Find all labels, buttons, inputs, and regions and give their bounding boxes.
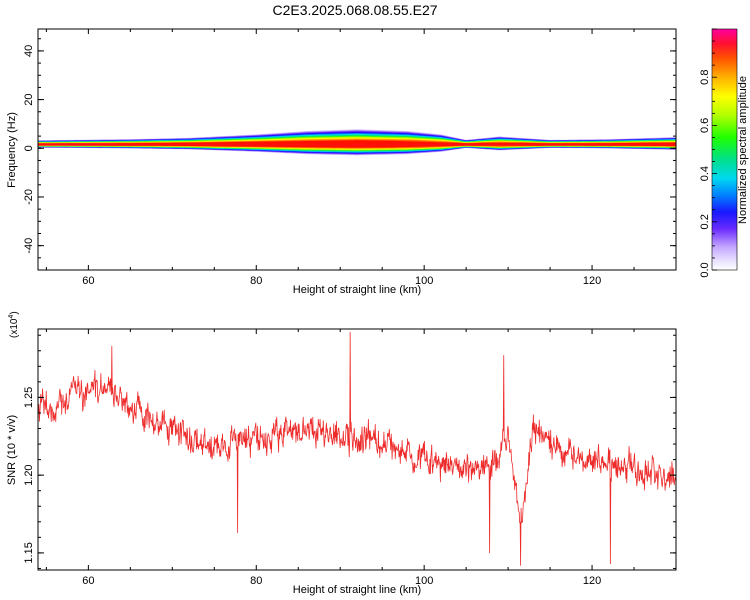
y-tick-label: 1.15 [23,542,35,563]
y-tick-label: -40 [23,238,35,254]
y-tick-label: -20 [23,189,35,205]
snr-multiplier-base: (x10 [9,318,20,338]
y-tick-label: 1.25 [23,387,35,408]
y-tick-label: 20 [23,93,35,105]
spectrogram-x-ticks: 60 80 100 120 [45,29,677,287]
figure-title: C2E3.2025.068.08.55.E27 [272,2,437,18]
x-tick-label: 120 [583,575,601,587]
snr-y-axis-label: SNR (10 * v/v) [6,415,18,485]
snr-x-axis-label: Height of straight line (km) [293,584,421,596]
colorbar-tick-label: 0.2 [699,214,711,229]
spectrogram-y-axis-label: Frequency (Hz) [6,112,18,188]
colorbar-tick-label: 0.6 [699,118,711,133]
spectrogram-y-ticks: 40 20 0 -20 -40 [23,38,676,271]
snr-multiplier: (x104) [8,311,20,338]
colorbar: 0.0 0.2 0.4 0.6 0.8 Normalized spectral ampl… [699,28,749,278]
snr-frame [37,328,677,571]
snr-multiplier-exponent: 4 [8,315,15,319]
spectrogram-bands [38,129,676,156]
x-tick-label: 120 [583,275,601,287]
snr-plot-area [38,331,676,566]
x-tick-label: 60 [82,575,94,587]
y-tick-label: 0 [23,145,35,151]
colorbar-ticks: 0.0 0.2 0.4 0.6 0.8 [699,28,717,278]
x-tick-label: 100 [415,275,433,287]
snr-x-ticks: 60 80 100 120 [45,329,677,587]
spectrogram-panel: 60 80 100 120 40 20 0 -20 -40 Height of straigh… [6,28,677,296]
spectrogram-x-axis-label: Height of straight line (km) [293,284,421,296]
snr-series-line [38,331,676,566]
y-tick-label: 1.20 [23,464,35,485]
colorbar-tick-label: 0.0 [699,262,711,277]
x-tick-label: 80 [250,275,262,287]
svg-text:(x104): (x104) [8,311,20,338]
spectrogram-frame [37,28,677,271]
snr-panel: 60 80 100 120 1.25 1.20 1.15 Height of straig… [6,311,677,596]
x-tick-label: 80 [250,575,262,587]
y-tick-label: 40 [23,45,35,57]
x-tick-label: 100 [415,575,433,587]
colorbar-label: Normalized spectral amplitude [737,76,749,224]
colorbar-tick-label: 0.4 [699,166,711,181]
x-tick-label: 60 [82,275,94,287]
colorbar-tick-label: 0.8 [699,70,711,85]
colorbar-gradient [712,29,737,270]
snr-y-ticks: 1.25 1.20 1.15 [23,334,676,569]
